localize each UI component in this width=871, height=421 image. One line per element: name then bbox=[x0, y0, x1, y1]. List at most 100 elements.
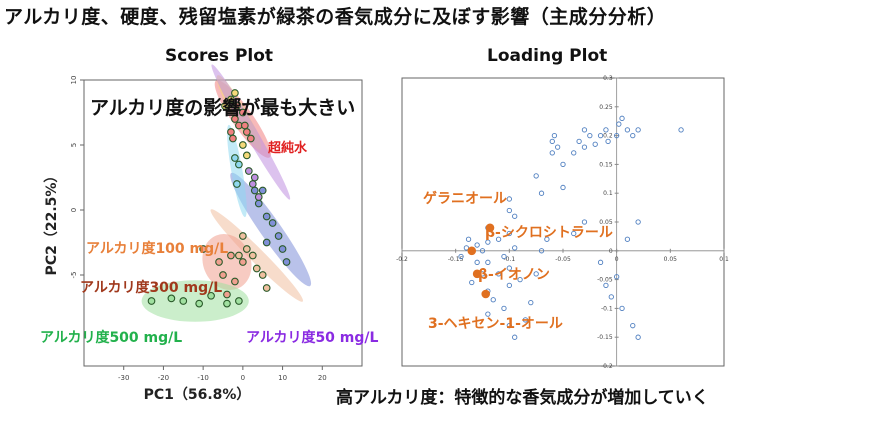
loading-plot-title: Loading Plot bbox=[487, 46, 608, 66]
scores-point bbox=[221, 102, 229, 110]
loading-point bbox=[465, 236, 472, 242]
loading-point bbox=[571, 230, 577, 237]
loading-point bbox=[576, 138, 582, 145]
scores-point bbox=[239, 108, 247, 117]
loading-point bbox=[614, 132, 620, 139]
loading-point bbox=[624, 236, 631, 242]
scores-point bbox=[227, 251, 235, 260]
scores-point bbox=[282, 258, 291, 266]
scores-points bbox=[147, 89, 291, 308]
page-title: アルカリ度、硬度、残留塩素が緑茶の香気成分に及ぼす影響（主成分分析） bbox=[4, 6, 667, 28]
loading-y-tick-label: 0 bbox=[609, 248, 613, 255]
loading-point bbox=[512, 334, 518, 340]
loading-x-tick-label: 0.1 bbox=[719, 256, 729, 263]
scores-point bbox=[262, 212, 271, 221]
loading-point bbox=[485, 311, 491, 317]
loading-highlights bbox=[467, 223, 495, 299]
loading-x-tick-label: -0.1 bbox=[503, 256, 515, 263]
loading-point bbox=[605, 138, 611, 145]
scores-x-tick-label: -10 bbox=[197, 374, 208, 382]
scores-point bbox=[179, 297, 188, 305]
loading-point bbox=[512, 213, 518, 219]
scores-point bbox=[223, 290, 231, 299]
scores-annotation: アルカリ度の影響が最も大きい bbox=[90, 96, 355, 119]
loading-point bbox=[587, 132, 593, 139]
scores-point bbox=[215, 258, 223, 266]
loading-point bbox=[603, 127, 609, 133]
loading-point bbox=[571, 150, 577, 156]
loading-point bbox=[619, 305, 625, 312]
scores-point bbox=[254, 193, 263, 201]
highlight-label-ionone: β-イオノン bbox=[478, 267, 550, 283]
loading-y-tick-label: 0.3 bbox=[603, 75, 613, 82]
scores-point bbox=[233, 180, 241, 188]
loading-y-tick-label: 0.15 bbox=[599, 161, 613, 168]
scores-point bbox=[242, 151, 251, 160]
loading-highlight-point bbox=[472, 269, 482, 279]
loading-plot-frame bbox=[401, 77, 725, 367]
loading-y-tick-label: -0.15 bbox=[597, 334, 613, 341]
scores-point bbox=[231, 115, 239, 123]
scores-point bbox=[244, 167, 253, 175]
loading-x-tick-label: -0.05 bbox=[555, 256, 571, 263]
loading-point bbox=[581, 144, 588, 150]
group-label-alk500: アルカリ度500 mg/L bbox=[40, 329, 182, 346]
loading-highlight-point bbox=[481, 289, 491, 299]
scores-point bbox=[274, 232, 283, 240]
loading-point bbox=[517, 276, 523, 283]
scores-point bbox=[262, 238, 271, 247]
loading-highlight-point bbox=[467, 246, 477, 256]
loading-x-tick-label: -0.15 bbox=[448, 256, 464, 263]
loading-point bbox=[506, 323, 512, 329]
scores-point bbox=[231, 277, 239, 286]
loading-point bbox=[678, 127, 684, 133]
loading-point bbox=[554, 144, 561, 150]
loading-point bbox=[528, 299, 534, 306]
scores-point bbox=[233, 102, 241, 110]
loading-point bbox=[551, 132, 558, 139]
scores-x-tick-label: -30 bbox=[118, 374, 129, 382]
loading-point bbox=[485, 239, 491, 245]
loading-highlight-point bbox=[485, 223, 495, 233]
loading-point bbox=[538, 190, 545, 196]
loading-point bbox=[608, 294, 614, 300]
group-label-ultrapure: 超純水 bbox=[268, 140, 308, 156]
scores-y-tick-label: 0 bbox=[70, 208, 78, 212]
scores-point bbox=[239, 258, 247, 266]
scores-point bbox=[227, 95, 235, 104]
loading-point bbox=[522, 317, 529, 323]
scores-point bbox=[147, 297, 156, 305]
loading-x-tick-label: -0.2 bbox=[396, 256, 408, 263]
scores-point bbox=[242, 128, 251, 136]
highlight-label-cyclocitral: β-シクロシトラール bbox=[485, 225, 613, 241]
loading-y-tick-label: 0.25 bbox=[599, 104, 613, 111]
group-label-alk50: アルカリ度50 mg/L bbox=[246, 329, 379, 346]
scores-ellipse-2 bbox=[230, 172, 312, 287]
loading-point bbox=[533, 173, 539, 179]
loading-ticks: -0.2 -0.15 -0.1 -0.05 0 0.05 0.1 0.3 0.25 0.2 0.15… bbox=[396, 75, 729, 370]
loading-point bbox=[506, 230, 512, 237]
scores-point bbox=[199, 245, 207, 253]
footer-conclusion: 高アルカリ度：特徴的な香気成分が増加していく bbox=[336, 388, 709, 408]
scores-x-tick-label: 20 bbox=[318, 374, 327, 382]
loading-x-tick-label: 0.05 bbox=[664, 256, 678, 263]
scores-ticks: -30 -20 -10 0 10 20 10 5 0 -5 bbox=[70, 76, 327, 382]
highlight-label-geraniol: ゲラニオール bbox=[423, 190, 507, 207]
loading-point bbox=[635, 219, 641, 225]
loading-point bbox=[490, 297, 496, 303]
scores-point bbox=[235, 160, 243, 169]
loading-point bbox=[549, 150, 555, 156]
scores-x-tick-label: 0 bbox=[241, 374, 245, 382]
loading-point bbox=[506, 196, 512, 202]
loading-point bbox=[597, 259, 604, 265]
scores-point bbox=[239, 232, 247, 240]
scores-x-axis-label: PC1（56.8%） bbox=[144, 387, 251, 403]
scores-point bbox=[207, 291, 215, 300]
scores-ellipse-7 bbox=[227, 124, 247, 218]
scores-point bbox=[246, 134, 255, 143]
loading-point bbox=[544, 236, 550, 242]
scores-point bbox=[235, 297, 243, 305]
loading-point bbox=[506, 207, 512, 214]
loading-point bbox=[495, 236, 502, 242]
loading-point bbox=[506, 282, 512, 289]
